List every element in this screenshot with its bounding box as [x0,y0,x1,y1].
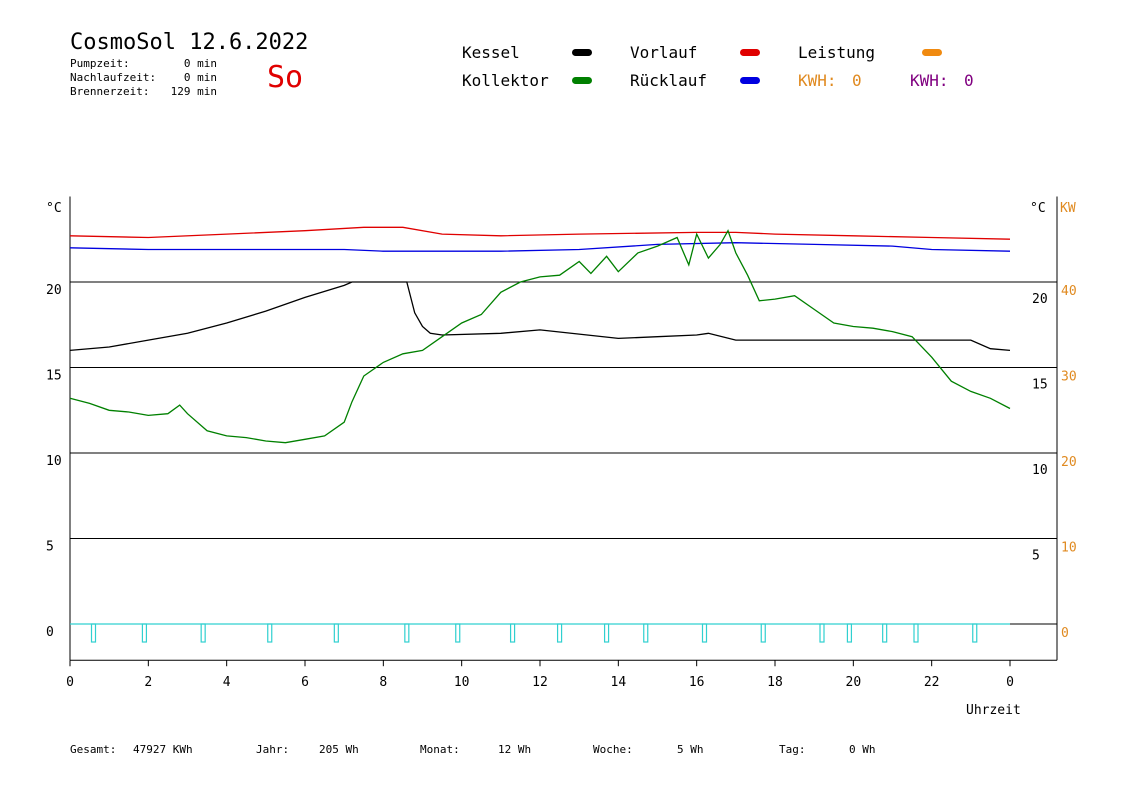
stat-pumpzeit-label: Pumpzeit: [70,57,130,70]
x-tick-label: 12 [532,675,548,690]
x-tick-label: 0 [1006,675,1014,690]
leistung-pulse [90,623,97,643]
y-tick-left: 20 [46,283,62,298]
legend-kollektor-swatch [572,77,592,84]
x-tick-label: 6 [301,675,309,690]
y-tick-right: 15 [1032,378,1048,393]
leistung-pulse [455,623,461,643]
series-kollektor [69,229,1011,444]
leistung-pulse [267,623,273,643]
leistung-pulse [643,623,649,643]
leistung-pulse [556,623,563,643]
leistung-pulse [972,623,978,643]
y-tick-right: 20 [1032,292,1048,307]
legend-kwh1-value: 0 [852,71,862,90]
series-layer [69,226,1011,643]
y-tick-left: 15 [46,369,62,384]
footer-gesamt-label: Gesamt: [70,743,117,756]
tick-layer: 0 5 10 15 20 5 10 15 20 0 10 20 30 40 0 2 4 6 8 10 12 14 16 18 2… [46,283,1077,690]
y-tick-left: 5 [46,540,54,555]
stat-brennerzeit-value: 129 min [170,85,217,98]
leistung-pulse [404,623,410,643]
footer-monat-label: Monat: [420,743,460,756]
footer-woche-value: 5 Wh [677,743,704,756]
series-rcklauf [69,242,1011,252]
stat-nachlaufzeit-value: 0 min [183,71,217,84]
page-title: CosmoSol 12.6.2022 [70,30,309,55]
y-tick-left: 0 [46,625,54,640]
y-tick-kw: 10 [1061,541,1077,556]
y-tick-right: 5 [1032,549,1040,564]
footer-tag-value: 0 Wh [849,743,876,756]
x-tick-label: 14 [611,675,627,690]
footer-jahr-value: 205 Wh [319,743,359,756]
grid-layer [69,196,1058,661]
y-tick-left: 10 [46,454,62,469]
footer-woche-label: Woche: [593,743,633,756]
leistung-pulse [701,623,708,643]
legend-kwh2-value: 0 [964,71,974,90]
x-tick-label: 18 [767,675,783,690]
x-tick-label: 16 [689,675,705,690]
legend-kwh1-label: KWH: [798,71,837,90]
legend-kollektor-label: Kollektor [462,71,549,90]
y-tick-kw: 30 [1061,370,1077,385]
y-tick-right: 10 [1032,463,1048,478]
leistung-pulse [333,623,339,643]
stat-brennerzeit-label: Brennerzeit: [70,85,150,98]
y-axis-kw-unit: KW [1060,201,1076,216]
x-tick-label: 8 [379,675,387,690]
y-axis-left-unit: °C [46,201,62,216]
legend-leistung-swatch [922,49,942,56]
y-axis-right-unit: °C [1030,201,1046,216]
legend-leistung-label: Leistung [798,43,876,62]
stat-pumpzeit-value: 0 min [183,57,217,70]
x-axis-label: Uhrzeit [966,703,1021,718]
leistung-pulse [846,623,853,643]
legend-vorlauf-label: Vorlauf [630,43,698,62]
x-tick-label: 10 [454,675,470,690]
legend-ruecklauf-label: Rücklauf [630,71,708,90]
leistung-pulse [760,623,766,643]
x-tick-label: 22 [924,675,940,690]
footer-jahr-label: Jahr: [256,743,290,756]
leistung-pulse [913,623,919,643]
legend-kessel-label: Kessel [462,43,520,62]
legend-kwh2-label: KWH: [910,71,949,90]
y-tick-kw: 40 [1061,284,1077,299]
x-tick-label: 20 [846,675,862,690]
leistung-pulse [141,623,148,643]
legend-vorlauf-swatch [740,49,760,56]
leistung-pulse [200,623,206,643]
legend-kessel-swatch [572,49,592,56]
x-tick-label: 2 [144,675,152,690]
series-kessel [69,281,1011,352]
leistung-pulse [509,623,516,643]
day-label: So [267,60,304,95]
stat-nachlaufzeit-label: Nachlaufzeit: [70,71,157,84]
y-tick-kw: 20 [1061,455,1077,470]
series-vorlauf [69,226,1011,240]
leistung-pulse [882,623,888,643]
footer-tag-label: Tag: [779,743,806,756]
leistung-pulse [603,623,610,643]
x-tick-label: 4 [223,675,231,690]
footer-gesamt-value: 47927 KWh [133,743,193,756]
x-tick-label: 0 [66,675,74,690]
y-tick-kw: 0 [1061,626,1069,641]
leistung-pulse [819,623,825,643]
footer-monat-value: 12 Wh [498,743,532,756]
legend-ruecklauf-swatch [740,77,760,84]
